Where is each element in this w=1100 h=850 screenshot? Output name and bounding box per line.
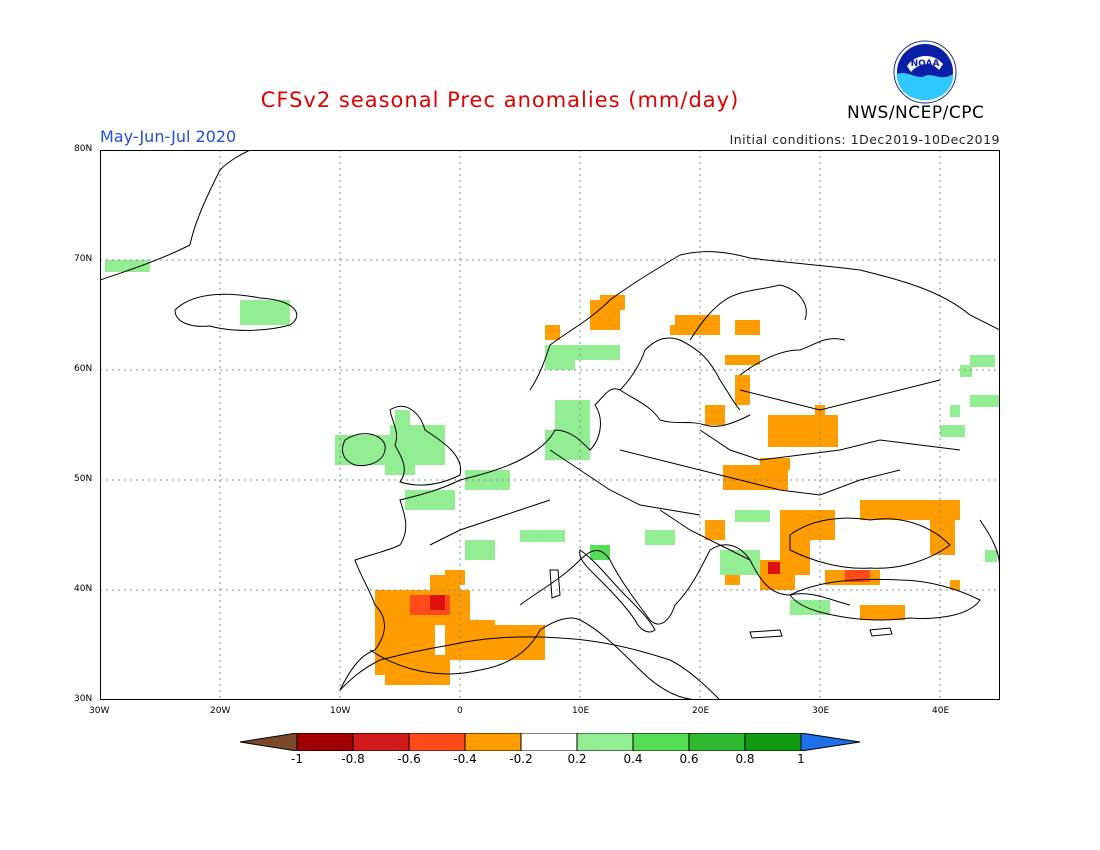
anomaly-map: [100, 150, 1000, 700]
colorbar-bin-6: [576, 733, 634, 751]
lon-tick-0: 0: [457, 706, 463, 716]
lon-tick-10e: 10E: [572, 706, 590, 716]
lat-tick-80n: 80N: [74, 144, 93, 154]
colorbar-label-8: 0.6: [679, 752, 699, 766]
colorbar-high-arrow: [800, 733, 860, 751]
colorbar-label-3: -0.6: [397, 752, 421, 766]
colorbar-bin-2: [352, 733, 410, 751]
colorbar-label-9: 0.8: [735, 752, 755, 766]
lat-tick-50n: 50N: [74, 474, 93, 484]
noaa-logo-icon: NOAA: [893, 40, 957, 104]
lat-tick-40n: 40N: [74, 584, 93, 594]
colorbar-bin-4: [464, 733, 522, 751]
lat-tick-30n: 30N: [74, 694, 93, 704]
lon-tick-40e: 40E: [932, 706, 950, 716]
lon-tick-20e: 20E: [692, 706, 710, 716]
gridlines: [100, 150, 1000, 700]
colorbar-bin-3: [408, 733, 466, 751]
colorbar-bin-5: [520, 733, 578, 751]
lat-tick-60n: 60N: [74, 364, 93, 374]
lat-tick-70n: 70N: [74, 254, 93, 264]
colorbar-bin-9: [744, 733, 802, 751]
colorbar-label-4: -0.4: [453, 752, 477, 766]
anomaly-cells: [375, 295, 960, 685]
lon-tick-30e: 30E: [812, 706, 830, 716]
strongest-anomaly-cells: [430, 562, 780, 610]
colorbar-bin-1: [296, 733, 354, 751]
initial-conditions-label: Initial conditions: 1Dec2019-10Dec2019: [729, 132, 1000, 147]
colorbar-label-6: 0.2: [567, 752, 587, 766]
colorbar-label-10: 1: [797, 752, 805, 766]
period-label: May-Jun-Jul 2020: [100, 127, 237, 146]
agency-label: NWS/NCEP/CPC: [847, 103, 985, 123]
coastlines: [100, 150, 1000, 700]
svg-text:NOAA: NOAA: [911, 59, 940, 69]
lon-tick-30w: 30W: [89, 706, 110, 716]
lon-tick-20w: 20W: [210, 706, 231, 716]
map-title: CFSv2 seasonal Prec anomalies (mm/day): [260, 88, 740, 112]
colorbar-label-5: -0.2: [509, 752, 533, 766]
wet-anomaly-cells: [105, 260, 1000, 615]
colorbar: [240, 733, 860, 751]
colorbar-bin-7: [632, 733, 690, 751]
colorbar-label-2: -0.8: [341, 752, 365, 766]
lon-tick-10w: 10W: [330, 706, 351, 716]
wet-anomaly-strong-cells: [590, 545, 610, 560]
colorbar-bin-8: [688, 733, 746, 751]
colorbar-low-arrow: [240, 733, 298, 751]
colorbar-label-1: -1: [291, 752, 303, 766]
colorbar-label-7: 0.4: [623, 752, 643, 766]
